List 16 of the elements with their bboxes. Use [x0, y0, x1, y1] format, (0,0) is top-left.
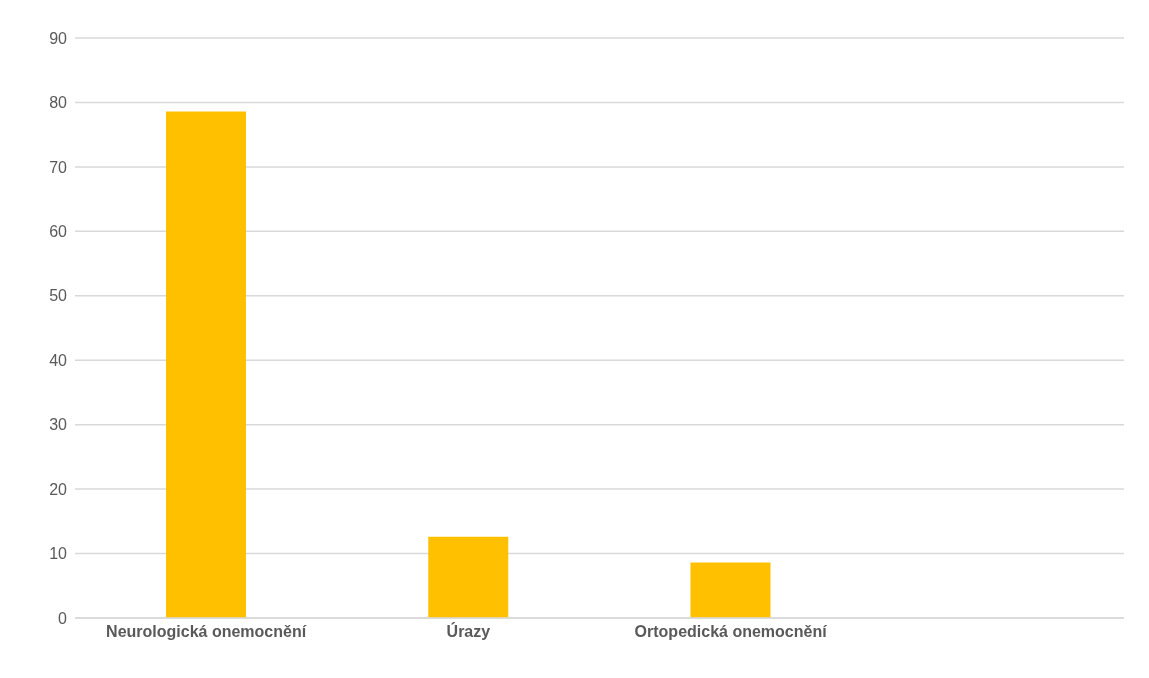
y-tick-label: 40 — [49, 351, 68, 369]
y-tick-label: 0 — [58, 609, 68, 627]
y-tick-label: 60 — [49, 223, 68, 241]
bar — [428, 536, 509, 618]
bar — [690, 562, 771, 618]
y-tick-label: 10 — [49, 545, 68, 563]
y-tick-label: 30 — [49, 416, 68, 434]
x-tick-label: Úrazy — [446, 622, 491, 641]
y-tick-label: 80 — [49, 94, 68, 112]
y-tick-label: 70 — [49, 158, 68, 176]
y-tick-label: 50 — [49, 287, 68, 305]
y-tick-label: 90 — [49, 29, 68, 47]
x-tick-label: Ortopedická onemocnění — [634, 623, 828, 641]
bar — [166, 111, 246, 618]
x-tick-label: Neurologická onemocnění — [106, 623, 307, 641]
y-tick-label: 20 — [49, 480, 68, 498]
